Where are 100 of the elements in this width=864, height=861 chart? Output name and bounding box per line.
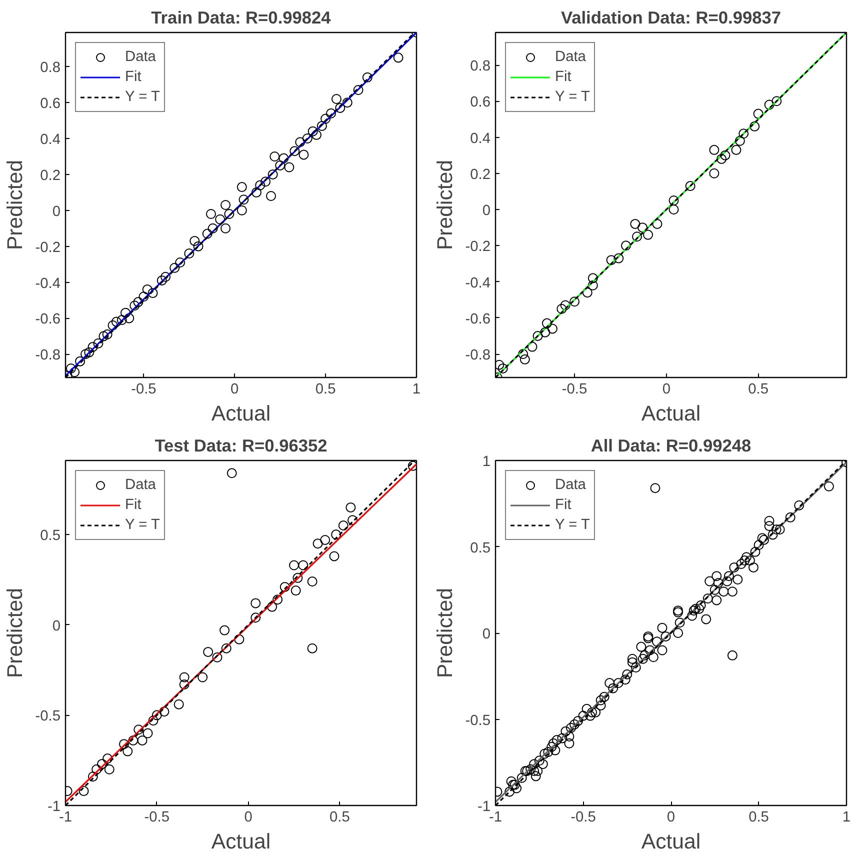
y-tick-label: 0.5	[40, 528, 60, 544]
point	[221, 643, 232, 654]
point	[685, 181, 696, 192]
point	[220, 625, 230, 636]
y-axis-title: Predicted	[3, 588, 28, 678]
y-tick-label: 0.6	[470, 94, 490, 111]
point	[329, 551, 340, 562]
chart-title: Train Data: R=0.99824	[151, 8, 332, 28]
point	[280, 582, 290, 592]
x-tick-label: 0.5	[330, 810, 350, 826]
point	[731, 144, 742, 155]
y-tick-label: 0	[482, 626, 491, 642]
point	[734, 136, 745, 146]
point	[738, 128, 749, 139]
legend-label: Fit	[125, 69, 142, 85]
legend-label: Y = T	[125, 89, 160, 105]
point	[716, 154, 727, 164]
y-tick-label: -0.8	[35, 348, 61, 364]
legend-label: Y = T	[125, 517, 160, 533]
point	[198, 672, 208, 682]
chart-title: Validation Data: R=0.99837	[560, 8, 782, 28]
point	[720, 150, 730, 160]
x-tick-label: 0	[666, 810, 676, 826]
point	[272, 594, 283, 605]
point	[542, 318, 552, 328]
y-tick-label: -0.2	[35, 240, 61, 256]
point	[772, 96, 782, 106]
legend-label: Y = T	[555, 89, 590, 105]
point	[312, 538, 323, 549]
point	[78, 786, 89, 796]
point	[668, 204, 679, 215]
point	[614, 253, 624, 264]
point	[588, 273, 598, 284]
y-tick-label: -0.5	[465, 712, 491, 729]
point	[128, 735, 138, 746]
y-tick-label: -0.2	[465, 239, 491, 256]
y-tick-label: 0.5	[470, 540, 490, 556]
x-tick-label: 1	[842, 810, 851, 826]
legend-label: Data	[125, 477, 156, 493]
x-tick-label: 0.5	[315, 382, 336, 398]
point	[234, 634, 244, 644]
point	[292, 572, 303, 583]
point	[668, 195, 679, 206]
y-tick-label: 1	[482, 454, 491, 470]
y-tick-label: 0.8	[40, 60, 60, 76]
point	[122, 746, 133, 756]
point	[532, 330, 543, 341]
y-tick-label: 0	[52, 618, 61, 634]
x-axis-title: Actual	[211, 830, 271, 854]
chart-title: All Data: R=0.99248	[590, 436, 752, 456]
y-tick-label: -0.8	[465, 348, 491, 364]
x-tick-label: 1	[412, 382, 421, 398]
point	[588, 280, 598, 290]
x-tick-label: 0.5	[748, 382, 768, 398]
point	[307, 576, 318, 587]
point	[307, 643, 318, 654]
y-tick-label: -0.6	[35, 312, 61, 328]
point	[750, 121, 760, 132]
point	[753, 108, 764, 119]
legend-label: Fit	[125, 497, 142, 513]
y-axis-title: Predicted	[433, 588, 458, 678]
point	[119, 739, 129, 750]
point	[267, 602, 278, 612]
point	[203, 646, 214, 657]
y-tick-label: -0.4	[35, 276, 61, 292]
point	[498, 363, 508, 374]
y-tick-label: 0.4	[470, 130, 490, 147]
x-tick-label: 0.5	[748, 810, 769, 826]
point	[159, 706, 170, 717]
point	[104, 764, 114, 774]
point	[709, 144, 720, 155]
point	[638, 222, 648, 233]
y-tick-label: 0.2	[470, 166, 490, 183]
legend-label: Data	[555, 49, 586, 65]
x-axis-title: Actual	[641, 402, 701, 426]
point	[652, 218, 662, 229]
legend-label: Data	[555, 477, 586, 493]
y-tick-label: 0.4	[40, 132, 60, 148]
point	[764, 100, 774, 110]
point	[556, 304, 567, 314]
point	[620, 240, 631, 251]
point	[152, 710, 162, 720]
point	[331, 530, 342, 540]
x-tick-label: -0.5	[144, 810, 170, 826]
point	[338, 520, 348, 531]
y-axis-title: Predicted	[3, 160, 28, 250]
point	[632, 232, 642, 242]
point	[348, 515, 358, 526]
point	[179, 679, 190, 690]
y-tick-label: -1	[477, 799, 491, 815]
legend-label: Fit	[555, 69, 572, 85]
point	[709, 168, 720, 178]
point	[289, 560, 300, 570]
point	[630, 218, 640, 229]
point	[142, 728, 153, 738]
point	[137, 735, 148, 746]
point	[226, 468, 237, 478]
point	[88, 772, 98, 782]
point	[606, 255, 616, 266]
x-tick-label: 0	[662, 382, 670, 398]
